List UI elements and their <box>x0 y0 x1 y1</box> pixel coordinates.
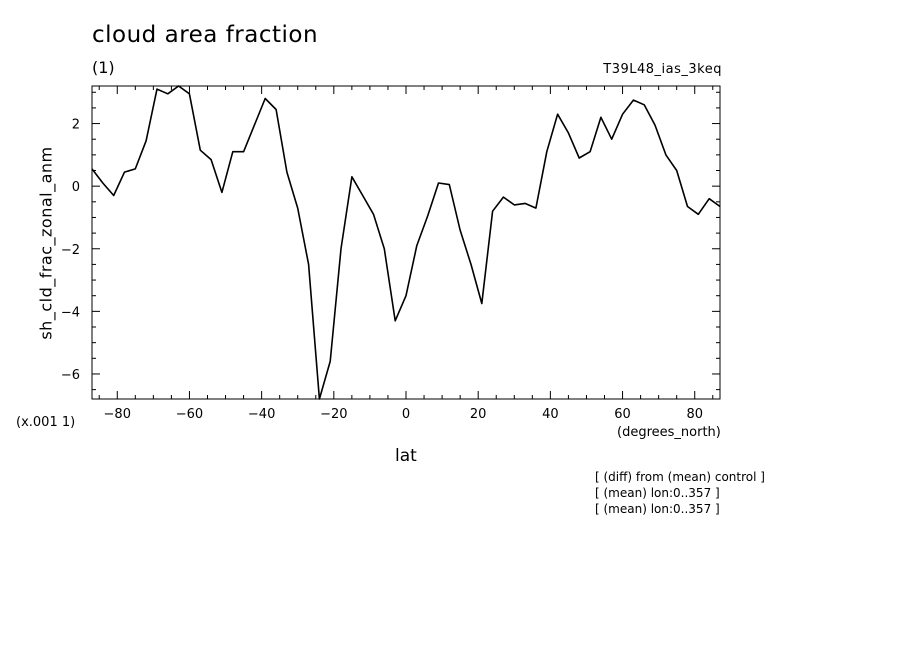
x-tick-label: −80 <box>104 407 131 422</box>
chart-units: (1) <box>92 58 115 77</box>
series-line <box>91 85 721 400</box>
x-tick-label: 0 <box>402 407 410 422</box>
x-tick-label: 60 <box>614 407 631 422</box>
y-tick-label: −6 <box>61 368 80 383</box>
y-tick-label: −2 <box>61 243 80 258</box>
note-diff: [ (diff) from (mean) control ] <box>595 470 765 484</box>
x-axis-label: lat <box>395 446 417 466</box>
x-tick-label: −40 <box>248 407 275 422</box>
note-mean-lon: [ (mean) lon:0..357 ] <box>595 486 720 500</box>
x-tick-label: −60 <box>176 407 203 422</box>
x-tick-label: 40 <box>542 407 559 422</box>
x-tick-label: −20 <box>320 407 347 422</box>
run-label: T39L48_ias_3keq <box>603 62 722 77</box>
note-mean-lon: [ (mean) lon:0..357 ] <box>595 502 720 516</box>
y-tick-label: −4 <box>61 305 80 320</box>
x-axis-units: (degrees_north) <box>617 425 721 440</box>
y-scale-label: (x.001 1) <box>16 415 76 430</box>
chart-title: cloud area fraction <box>92 22 319 48</box>
y-tick-label: 2 <box>72 118 80 133</box>
x-tick-label: 80 <box>686 407 703 422</box>
plot-frame <box>91 85 721 400</box>
x-tick-label: 20 <box>470 407 487 422</box>
y-tick-label: 0 <box>72 180 80 195</box>
